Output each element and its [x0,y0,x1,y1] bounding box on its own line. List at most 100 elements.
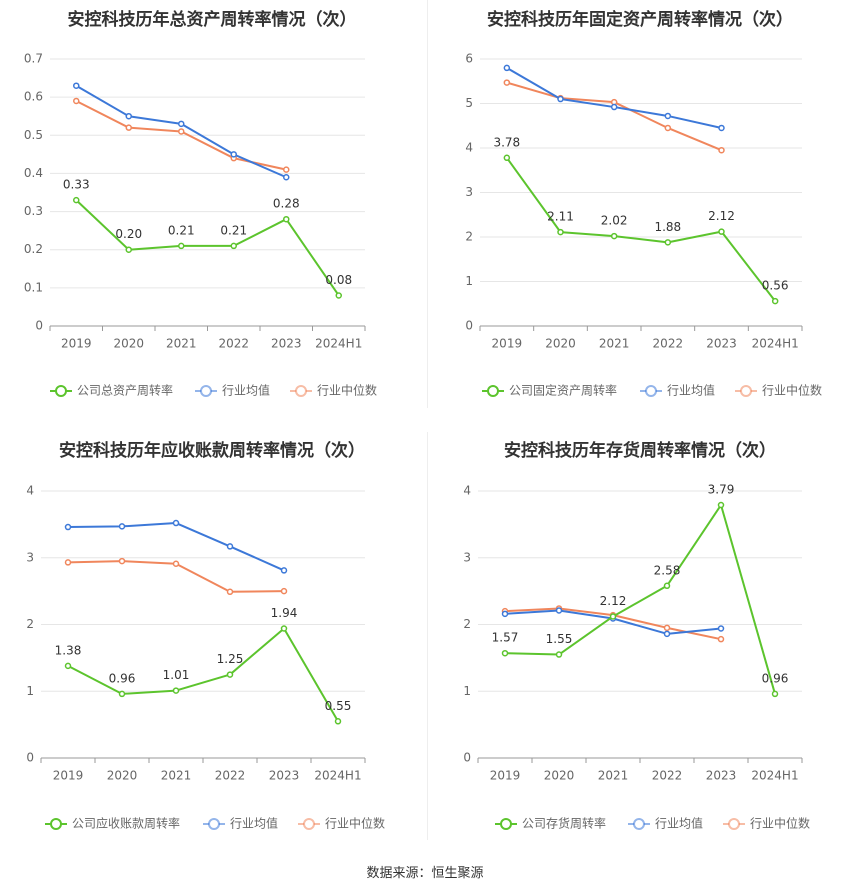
data-point [64,523,72,531]
data-point [172,560,180,568]
y-tick-label: 4 [26,484,34,498]
chart-title: 安控科技历年总资产周转率情况（次） [68,9,357,30]
legend-marker [208,818,220,830]
y-tick-label: 1 [26,684,34,698]
legend-label: 公司存货周转率 [522,816,606,831]
data-label: 2.12 [600,594,627,608]
data-point [178,120,185,128]
data-point [610,103,618,111]
legend-marker [487,385,499,397]
data-label: 3.78 [493,135,520,149]
y-tick-label: 2 [463,617,471,631]
data-point [555,607,563,614]
data-point [280,625,288,632]
data-label: 1.25 [217,652,244,666]
data-point [717,635,725,643]
x-tick-label: 2022 [652,769,683,783]
x-tick-label: 2021 [598,769,629,783]
data-label: 0.21 [168,223,195,237]
x-tick-label: 2020 [544,769,575,783]
data-point [664,239,672,246]
data-label: 1.94 [271,606,298,620]
data-label: 0.96 [109,671,136,685]
data-point [663,582,671,590]
y-tick-label: 2 [26,617,34,631]
data-point [230,151,237,158]
data-point [664,124,672,132]
legend-label: 行业均值 [655,816,703,831]
legend-item-2: 行业均值 [195,383,270,398]
data-point [125,112,132,120]
data-label: 0.08 [325,273,352,287]
series-line-1 [67,627,339,722]
data-label: 2.12 [708,209,735,223]
source-label: 数据来源：恒生聚源 [366,866,484,881]
data-point [73,196,80,204]
divider-bottom [427,432,428,840]
data-label: 0.96 [762,671,789,685]
data-point [172,687,180,694]
x-tick-label: 2019 [490,769,521,783]
data-label: 0.28 [273,197,300,211]
x-tick-label: 2024H1 [315,337,362,351]
data-label: 1.01 [163,668,190,682]
x-tick-label: 2019 [53,769,84,783]
y-tick-label: 0 [465,319,473,333]
chart-panel-2: 安控科技历年固定资产周转率情况（次） 0 1 2 3 4 5 6 2019 2020 2021 202… [465,9,822,398]
data-point [125,246,132,253]
y-tick-label: 0.2 [24,242,43,256]
chart-title: 安控科技历年应收账款周转率情况（次） [59,440,365,461]
data-point [172,519,180,527]
data-point [503,64,511,72]
legend-marker [200,385,212,397]
data-point [178,128,185,135]
data-point [557,95,564,103]
y-tick-label: 0.7 [24,52,43,66]
y-tick-label: 4 [465,141,473,155]
x-tick-label: 2020 [113,337,144,351]
data-point [663,630,671,638]
data-point [118,557,126,565]
legend-label: 行业均值 [230,816,278,831]
data-point [663,624,671,632]
legend-item-1: 公司应收账款周转率 [45,816,180,831]
x-tick-label: 2022 [218,337,249,351]
x-tick-label: 2023 [706,337,737,351]
data-point [283,166,290,173]
data-point [280,587,288,595]
chart-title: 安控科技历年固定资产周转率情况（次） [487,9,793,30]
data-label: 0.55 [325,699,352,713]
data-point [335,292,342,299]
series-line-1 [504,504,776,695]
x-tick-label: 2024H1 [751,769,798,783]
legend-item-2: 行业均值 [628,816,703,831]
data-point [118,523,126,530]
data-point [501,649,509,657]
y-tick-label: 0.5 [24,128,43,142]
data-point [664,112,672,120]
legend-item-3: 行业中位数 [298,816,385,831]
y-tick-label: 0.1 [24,280,43,294]
y-tick-label: 0.6 [24,90,43,104]
legend-marker [295,385,307,397]
y-tick-label: 2 [465,230,473,244]
x-tick-label: 2019 [61,337,92,351]
data-point [125,124,132,131]
y-tick-label: 0.3 [24,204,43,218]
legend-item-1: 公司存货周转率 [495,816,606,831]
chart-panel-3: 安控科技历年应收账款周转率情况（次） 0 1 2 3 4 2019 2020 2021 2022 2… [26,440,385,831]
y-tick-label: 0.4 [24,166,43,180]
x-tick-label: 2024H1 [314,769,361,783]
y-tick-label: 4 [463,484,471,498]
x-tick-label: 2023 [706,769,737,783]
data-point [503,79,511,86]
legend-label: 行业均值 [667,383,715,398]
data-label: 0.56 [762,279,789,293]
data-point [771,297,779,305]
data-point [610,232,618,240]
data-point [718,228,725,235]
data-point [555,651,563,658]
y-tick-label: 1 [463,684,471,698]
data-point [718,146,725,154]
